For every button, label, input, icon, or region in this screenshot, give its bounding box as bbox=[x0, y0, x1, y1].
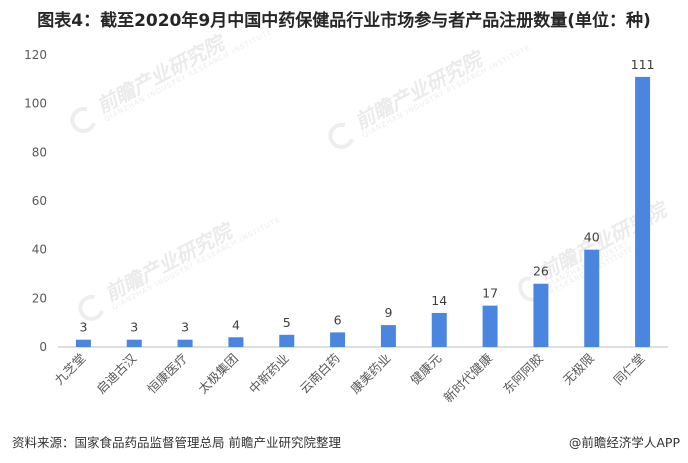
x-tick-label: 康美药业 bbox=[348, 351, 394, 397]
bar bbox=[126, 339, 142, 347]
x-tick-label: 健康元 bbox=[407, 351, 444, 388]
y-tick-label: 120 bbox=[24, 48, 47, 62]
data-label: 3 bbox=[79, 320, 87, 335]
x-tick-label: 无极限 bbox=[560, 350, 597, 387]
x-tick-label: 启迪古汉 bbox=[93, 350, 139, 396]
data-label: 40 bbox=[584, 230, 600, 245]
x-tick-label: 云南白药 bbox=[297, 351, 343, 397]
data-label: 17 bbox=[482, 286, 498, 301]
y-tick-label: 100 bbox=[24, 97, 47, 111]
data-label: 5 bbox=[283, 315, 291, 330]
y-tick-label: 80 bbox=[32, 145, 47, 159]
x-tick-label: 恒康医疗 bbox=[144, 351, 190, 397]
x-tick-label: 中新药业 bbox=[246, 351, 292, 397]
credit-note: @前瞻经济学人APP bbox=[568, 435, 680, 450]
source-note: 资料来源：国家食品药品监督管理总局 前瞻产业研究院整理 bbox=[12, 435, 341, 450]
bar bbox=[75, 339, 91, 347]
bar bbox=[431, 312, 447, 347]
bar bbox=[330, 332, 346, 347]
data-label: 4 bbox=[232, 317, 240, 332]
data-label: 6 bbox=[334, 312, 342, 327]
bar bbox=[584, 249, 600, 347]
y-tick-label: 60 bbox=[32, 194, 47, 208]
x-tick-label: 太极集团 bbox=[195, 351, 241, 397]
x-tick-label: 新时代健康 bbox=[440, 350, 495, 405]
data-label: 14 bbox=[431, 293, 447, 308]
bar bbox=[533, 283, 549, 347]
x-tick-label: 同仁堂 bbox=[611, 351, 648, 388]
bar bbox=[635, 76, 651, 348]
x-tick-label: 东阿阿胶 bbox=[500, 351, 546, 397]
bar bbox=[279, 334, 295, 347]
bar bbox=[228, 337, 244, 347]
data-label: 111 bbox=[631, 57, 655, 72]
y-tick-label: 0 bbox=[39, 340, 47, 354]
bar bbox=[177, 339, 193, 347]
y-tick-label: 20 bbox=[32, 291, 47, 305]
chart-title: 图表4：截至2020年9月中国中药保健品行业市场参与者产品注册数量(单位：种) bbox=[37, 11, 651, 31]
data-label: 9 bbox=[384, 305, 392, 320]
x-tick-label: 九芝堂 bbox=[51, 351, 88, 388]
data-label: 3 bbox=[181, 320, 189, 335]
bar bbox=[380, 325, 396, 347]
bar bbox=[482, 305, 498, 347]
data-label: 3 bbox=[130, 320, 138, 335]
data-label: 26 bbox=[533, 264, 549, 279]
y-tick-label: 40 bbox=[32, 243, 47, 257]
